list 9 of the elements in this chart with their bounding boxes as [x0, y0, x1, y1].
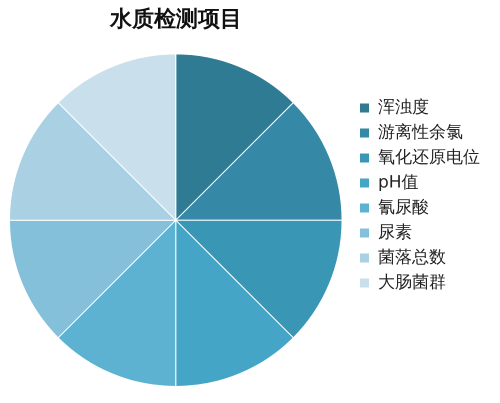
legend-label: 大肠菌群 — [378, 272, 446, 292]
legend-label: pH值 — [378, 172, 419, 192]
chart-title: 水质检测项目 — [108, 6, 242, 32]
legend-label: 氧化还原电位 — [378, 147, 480, 168]
legend-label: 氰尿酸 — [378, 197, 429, 218]
legend-label: 菌落总数 — [378, 247, 446, 268]
legend-label: 游离性余氯 — [378, 122, 463, 142]
legend-label: 尿素 — [378, 222, 412, 242]
legend-label: 浑浊度 — [378, 97, 429, 118]
